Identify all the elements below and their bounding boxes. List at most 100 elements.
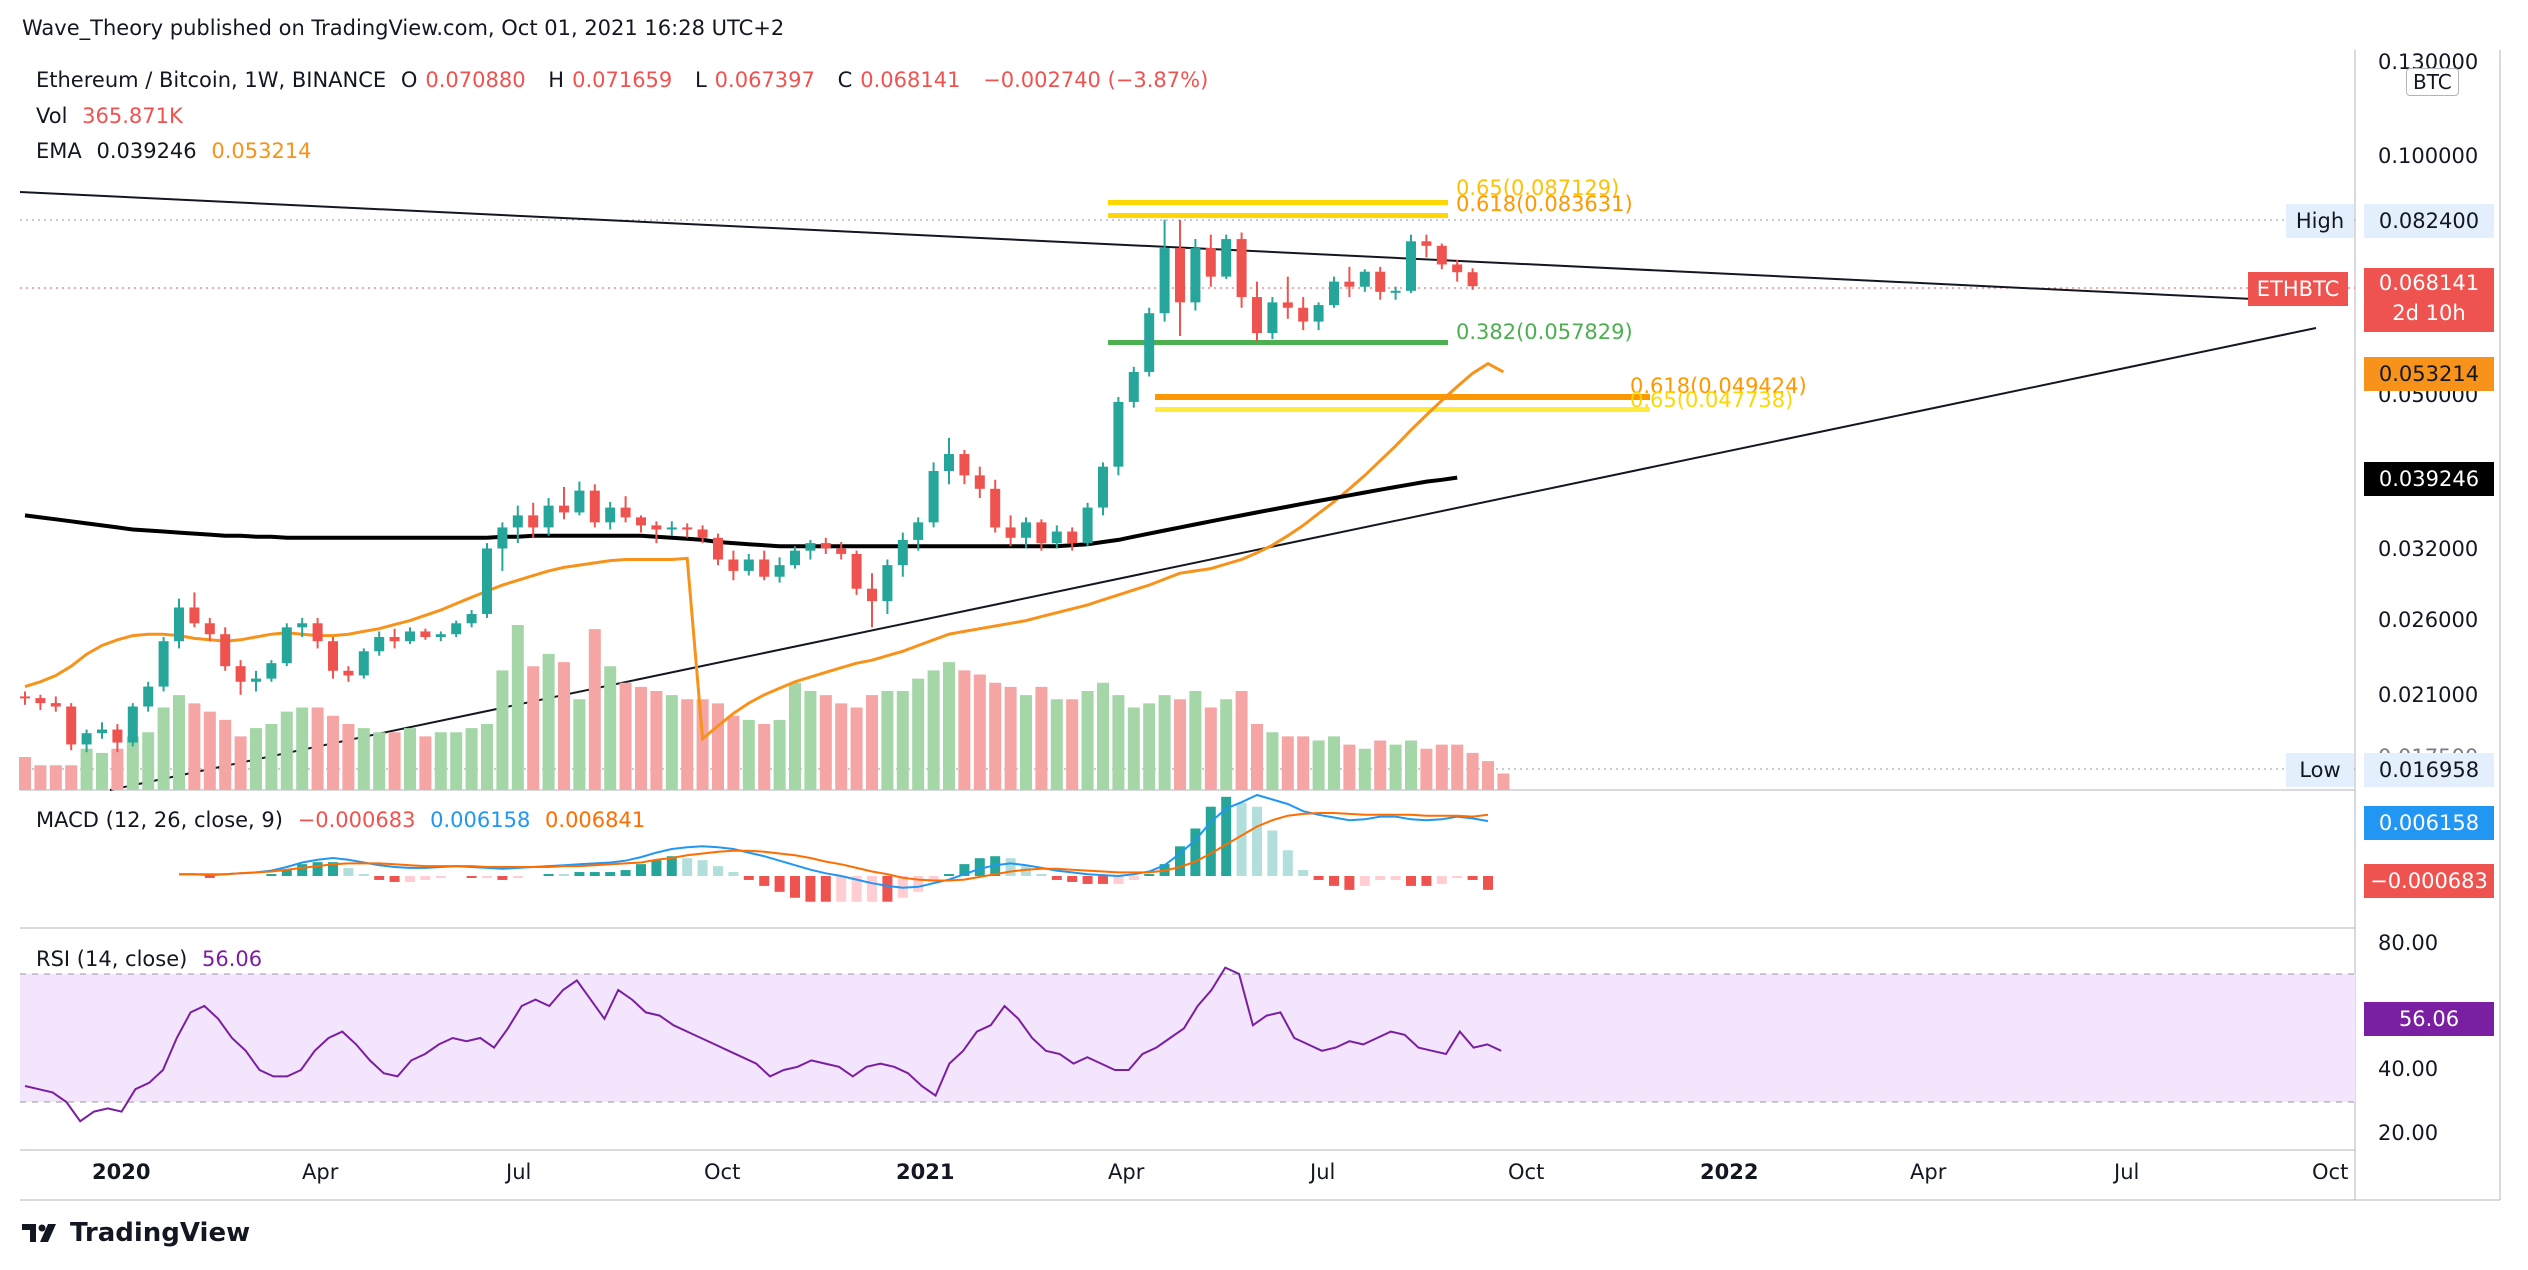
bar-countdown: 2d 10h xyxy=(2392,301,2466,325)
volume-bars xyxy=(19,625,1510,790)
volume-bar xyxy=(96,752,108,790)
macd-hist-bar xyxy=(1067,876,1078,882)
low-label-tag: Low xyxy=(2286,753,2354,787)
volume-bar xyxy=(881,691,894,790)
volume-bar xyxy=(542,653,555,790)
candle-body xyxy=(1329,281,1339,306)
macd-hist-bar xyxy=(1252,806,1262,876)
symbol-name[interactable]: Ethereum / Bitcoin, 1W, BINANCE xyxy=(36,68,387,92)
ema-label[interactable]: EMA xyxy=(36,139,82,163)
fib-0618-top-label: 0.618(0.083631) xyxy=(1456,192,1633,216)
volume-legend: Vol 365.871K xyxy=(36,104,191,128)
macd-hist-bar xyxy=(743,876,754,880)
macd-hist-bar xyxy=(820,876,831,902)
candle-body xyxy=(728,559,739,571)
candle-body xyxy=(897,539,908,566)
macd-hist-bar xyxy=(1436,876,1447,884)
macd-hist-bar xyxy=(959,864,970,876)
volume-bar xyxy=(619,682,632,790)
macd-signal-value: 0.006841 xyxy=(545,808,646,832)
candle-body xyxy=(1221,239,1232,277)
macd-hist-bar xyxy=(774,876,785,892)
volume-bar xyxy=(1358,748,1371,790)
candle-body xyxy=(1190,248,1201,303)
volume-bar xyxy=(234,736,247,790)
volume-bar xyxy=(250,728,262,790)
candle-body xyxy=(512,515,523,528)
volume-bar xyxy=(49,765,62,790)
tradingview-brand: TradingView xyxy=(70,1218,251,1248)
macd-hist-bar xyxy=(374,876,385,880)
volume-bar xyxy=(804,691,817,790)
volume-bar xyxy=(1374,740,1387,790)
macd-hist-bar xyxy=(836,876,847,902)
candlesticks[interactable] xyxy=(20,219,1478,753)
volume-bar xyxy=(1097,682,1109,790)
candle-body xyxy=(666,527,677,530)
candle-body xyxy=(127,706,138,743)
volume-bar xyxy=(835,703,848,790)
volume-bar xyxy=(1050,699,1063,790)
rsi-label[interactable]: RSI (14, close) xyxy=(36,947,188,971)
macd-hist-bar xyxy=(1082,876,1093,884)
macd-hist-bar xyxy=(1406,876,1416,886)
volume-bar xyxy=(896,691,909,790)
volume-bar xyxy=(1281,736,1294,790)
candle-body xyxy=(913,522,924,540)
candle-body xyxy=(66,706,77,745)
fib-065-low-line[interactable] xyxy=(1155,407,1650,412)
time-tick-2020: 2020 xyxy=(92,1160,151,1184)
volume-bar xyxy=(188,703,201,790)
macd-hist-bar xyxy=(851,876,862,902)
macd-hist-bar xyxy=(1467,876,1478,880)
macd-hist-bar xyxy=(328,862,338,876)
volume-bar xyxy=(973,674,986,790)
volume-bar xyxy=(388,732,401,790)
ema-orange-line xyxy=(24,361,1505,742)
currency-unit-badge[interactable]: BTC xyxy=(2406,68,2459,96)
macd-hist-bar xyxy=(1175,846,1185,876)
fib-0382-line[interactable] xyxy=(1108,340,1448,345)
fib-065-top-line[interactable] xyxy=(1108,200,1448,205)
tradingview-logo-icon xyxy=(22,1224,56,1242)
ascending-trendline[interactable] xyxy=(109,327,2317,791)
close-value: 0.068141 xyxy=(860,68,961,92)
candle-body xyxy=(1359,271,1370,287)
candle-body xyxy=(312,623,323,642)
candle-body xyxy=(112,729,123,743)
macd-hist-bar xyxy=(358,874,369,876)
macd-hist-bar xyxy=(759,876,770,886)
candle-body xyxy=(1236,239,1247,298)
macd-hist-bar xyxy=(1359,876,1370,886)
candle-body xyxy=(867,588,877,602)
candle-body xyxy=(574,490,585,513)
tradingview-logo[interactable]: TradingView xyxy=(22,1218,250,1248)
descending-trendline[interactable] xyxy=(19,191,2317,303)
price-tick-0026: 0.026000 xyxy=(2378,608,2479,632)
macd-hist-bar xyxy=(589,872,600,876)
volume-bar xyxy=(280,711,293,790)
fib-0618-top-line[interactable] xyxy=(1108,213,1448,218)
macd-hist-bar xyxy=(1282,850,1293,876)
candle-body xyxy=(928,470,939,523)
symbol-tag[interactable]: ETHBTC xyxy=(2248,272,2348,306)
rsi-legend: RSI (14, close) 56.06 xyxy=(36,947,270,971)
fib-0618-low-line[interactable] xyxy=(1155,394,1650,400)
volume-bar xyxy=(650,691,663,790)
volume-bar xyxy=(989,682,1002,790)
macd-hist-bar xyxy=(1113,876,1124,884)
vol-label[interactable]: Vol xyxy=(36,104,68,128)
candle-body xyxy=(1098,466,1108,508)
macd-hist-bar xyxy=(682,858,693,876)
fib-0382-label: 0.382(0.057829) xyxy=(1456,320,1633,344)
volume-bar xyxy=(1328,736,1340,790)
volume-bar xyxy=(681,699,694,790)
time-tick-apr-2022: Apr xyxy=(1910,1160,1947,1184)
macd-label[interactable]: MACD (12, 26, close, 9) xyxy=(36,808,283,832)
volume-bar xyxy=(1066,699,1079,790)
macd-hist-value: −0.000683 xyxy=(297,808,416,832)
candle-body xyxy=(189,607,200,624)
macd-hist-bar xyxy=(913,876,924,892)
vol-value: 365.871K xyxy=(82,104,183,128)
